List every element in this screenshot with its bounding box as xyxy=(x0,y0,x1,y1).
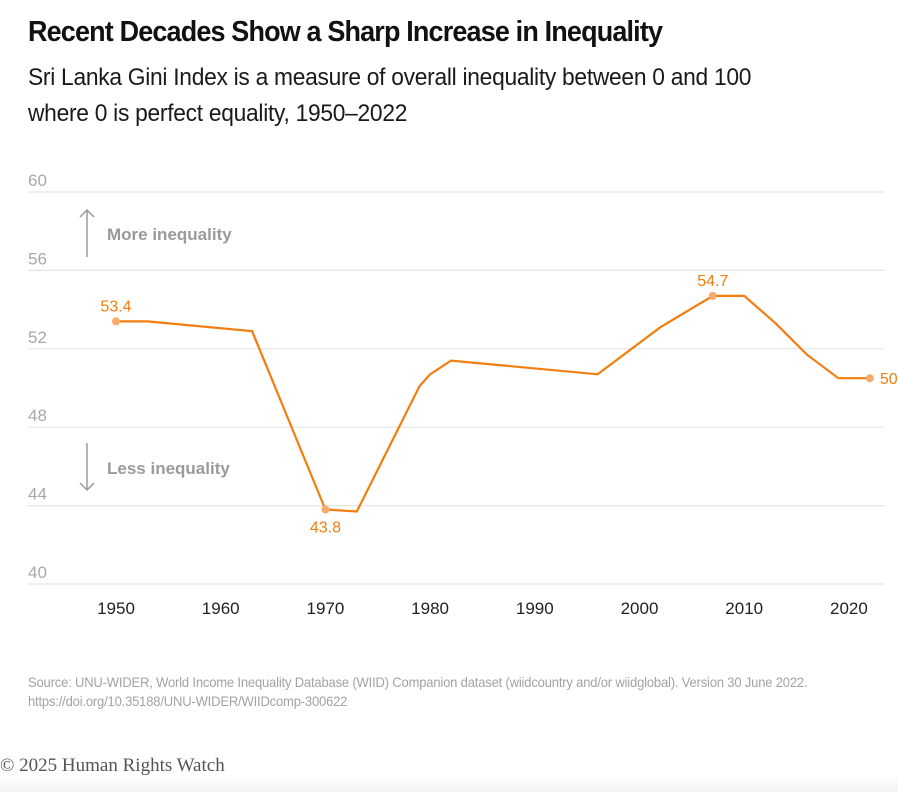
highlighted-point-marker xyxy=(112,317,120,326)
y-tick-label: 56 xyxy=(28,249,47,268)
more-inequality-annotation: More inequality xyxy=(79,208,232,257)
source-note: Source: UNU-WIDER, World Income Inequali… xyxy=(28,674,808,709)
data-point-layer: 53.4 43.8 54.7 50 xyxy=(100,273,897,537)
x-tick-label: 1960 xyxy=(202,599,240,618)
gridlines xyxy=(28,191,884,585)
x-tick-label: 1990 xyxy=(516,599,554,618)
chart-title: Recent Decades Show a Sharp Increase in … xyxy=(28,16,663,48)
y-tick-label: 40 xyxy=(28,563,47,582)
copyright-text: © 2025 Human Rights Watch xyxy=(0,755,225,776)
data-label: 43.8 xyxy=(310,520,341,537)
data-label: 54.7 xyxy=(697,273,728,290)
series-line xyxy=(116,294,870,513)
series-layer xyxy=(116,294,870,513)
data-label: 50 xyxy=(880,371,898,388)
x-tick-label: 2000 xyxy=(621,599,659,618)
highlighted-point-marker xyxy=(321,505,330,514)
y-tick-label: 48 xyxy=(28,406,47,425)
arrow-down-head-icon xyxy=(79,482,95,492)
y-tick-label: 60 xyxy=(28,171,47,190)
x-tick-label: 2020 xyxy=(830,599,868,618)
x-tick-label: 1970 xyxy=(306,599,344,618)
x-axis-tick-labels: 1950 1960 1970 1980 1990 2000 2010 2020 xyxy=(97,599,868,618)
annotations: More inequality Less inequality xyxy=(79,208,232,492)
less-inequality-label: Less inequality xyxy=(107,459,230,478)
chart-subtitle: Sri Lanka Gini Index is a measure of ove… xyxy=(28,60,865,132)
page-footer: © 2025 Human Rights Watch xyxy=(0,753,898,792)
x-tick-label: 2010 xyxy=(725,599,763,618)
highlighted-point-marker xyxy=(865,374,874,383)
more-inequality-label: More inequality xyxy=(107,225,232,244)
y-tick-label: 44 xyxy=(28,485,47,504)
x-tick-label: 1980 xyxy=(411,599,449,618)
less-inequality-annotation: Less inequality xyxy=(79,443,230,492)
subtitle-line-1: Sri Lanka Gini Index is a measure of ove… xyxy=(28,64,752,91)
data-label: 53.4 xyxy=(100,298,131,315)
y-axis-tick-labels: 40 44 48 52 56 60 xyxy=(28,171,47,582)
highlighted-point-marker xyxy=(708,291,717,300)
x-tick-label: 1950 xyxy=(97,599,135,618)
line-chart: 40 44 48 52 56 60 1950 1960 1970 1980 1990 2000 201… xyxy=(28,171,898,618)
subtitle-line-2: where 0 is perfect equality, 1950–2022 xyxy=(28,100,408,127)
arrow-up-head-icon xyxy=(79,208,95,218)
y-tick-label: 52 xyxy=(28,328,47,347)
